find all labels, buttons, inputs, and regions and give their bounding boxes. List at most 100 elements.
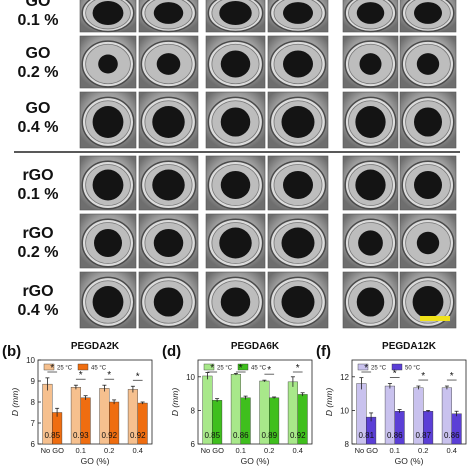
hydrogel-photo-array [14,0,460,329]
y-axis-label: D (mm) [10,388,20,416]
significance-star: * [296,363,300,374]
legend-label: 45 °C [251,366,267,372]
hydrogel-disc [414,170,442,200]
y-axis-label: D (mm) [170,388,180,416]
legend-swatch [203,363,215,371]
chart-title: PEGDA12K [382,341,437,352]
row-label-rgo-0-1: rGO 0.1 % [17,167,59,203]
hydrogel-disc [220,50,251,78]
hydrogel-disc [94,228,122,258]
hydrogel-disc [412,285,444,319]
significance-star: * [79,370,83,381]
y-tick-label: 10 [186,373,195,382]
hydrogel-disc [283,170,313,200]
significance-star: * [136,371,140,382]
row-label-rgo-0-2: rGO 0.2 % [17,225,59,261]
x-axis-label: GO (%) [81,456,110,466]
x-tick-label: 0.2 [418,446,428,455]
hydrogel-disc [152,105,185,139]
ratio-label: 0.86 [444,431,460,440]
panel-label: (f) [316,343,331,360]
significance-star: * [210,363,214,374]
x-axis-label: GO (%) [395,456,424,466]
y-tick-label: 12 [340,373,349,382]
y-tick-label: 8 [345,440,350,449]
hydrogel-disc [355,105,386,139]
hydrogel-disc [283,2,313,24]
hydrogel-disc [416,53,440,75]
significance-star: * [50,363,54,374]
x-tick-label: 0.1 [236,446,246,455]
x-tick-label: 0.4 [447,446,457,455]
significance-star: * [421,371,425,382]
x-axis-label: GO (%) [241,456,270,466]
x-tick-label: 0.2 [104,446,114,455]
hydrogel-disc [98,54,118,74]
hydrogel-disc [355,169,386,201]
hydrogel-disc [283,50,313,78]
y-tick-label: 6 [191,440,196,449]
hydrogel-disc [356,2,385,24]
hydrogel-disc [281,105,315,139]
ratio-label: 0.92 [101,431,117,440]
legend-label: 25 °C [371,366,387,372]
hydrogel-disc [416,231,440,255]
x-tick-label: No GO [41,446,65,455]
significance-star: * [364,363,368,374]
hydrogel-disc [220,170,251,200]
significance-star: * [239,363,243,374]
hydrogel-disc [153,287,184,317]
hydrogel-disc [219,0,252,26]
ratio-label: 0.86 [387,431,403,440]
significance-star: * [450,371,454,382]
ratio-label: 0.85 [44,431,60,440]
hydrogel-disc [414,107,442,137]
row-label-rgo-0-4: rGO 0.4 % [17,283,59,319]
scale-bar [420,316,450,321]
ratio-label: 0.81 [358,431,374,440]
legend-swatch [77,363,89,371]
y-tick-label: 8 [31,398,36,407]
hydrogel-disc [220,287,251,317]
hydrogel-disc [153,2,184,24]
ratio-label: 0.92 [130,431,146,440]
panel-label: (b) [2,343,21,360]
hydrogel-disc [281,227,315,259]
significance-star: * [267,365,271,376]
hydrogel-disc [156,53,181,75]
hydrogel-disc [92,285,124,319]
ratio-label: 0.93 [73,431,89,440]
legend-swatch [391,363,403,371]
legend-label: 25 °C [57,366,73,372]
x-tick-label: 0.4 [133,446,143,455]
significance-star: * [393,369,397,380]
y-tick-label: 9 [31,377,36,386]
hydrogel-disc [356,287,385,317]
significance-star: * [107,370,111,381]
ratio-label: 0.85 [204,431,220,440]
x-tick-label: No GO [201,446,225,455]
x-tick-label: 0.1 [390,446,400,455]
row-label-go-0-1: GO 0.1 % [17,0,59,29]
legend-swatch [43,363,55,371]
row-label-go-0-4: GO 0.4 % [17,100,59,136]
y-axis-label: D (mm) [324,388,334,416]
legend-label: 50 °C [405,366,421,372]
hydrogel-disc [219,227,252,259]
hydrogel-disc [414,2,442,24]
y-tick-label: 10 [340,406,349,415]
x-tick-label: 0.4 [293,446,303,455]
x-tick-label: No GO [355,446,379,455]
plot-frame [197,359,313,445]
legend-swatch [357,363,369,371]
y-tick-label: 10 [26,356,35,365]
hydrogel-disc [152,169,185,201]
bar-chart-panels: (b) PEGDA2K 6 7 8 9 10 D (mm) 25 °C 45 °C * 0.85 No … [0,338,474,474]
hydrogel-disc [92,105,124,139]
hydrogel-disc [281,285,315,319]
ratio-label: 0.89 [261,431,277,440]
